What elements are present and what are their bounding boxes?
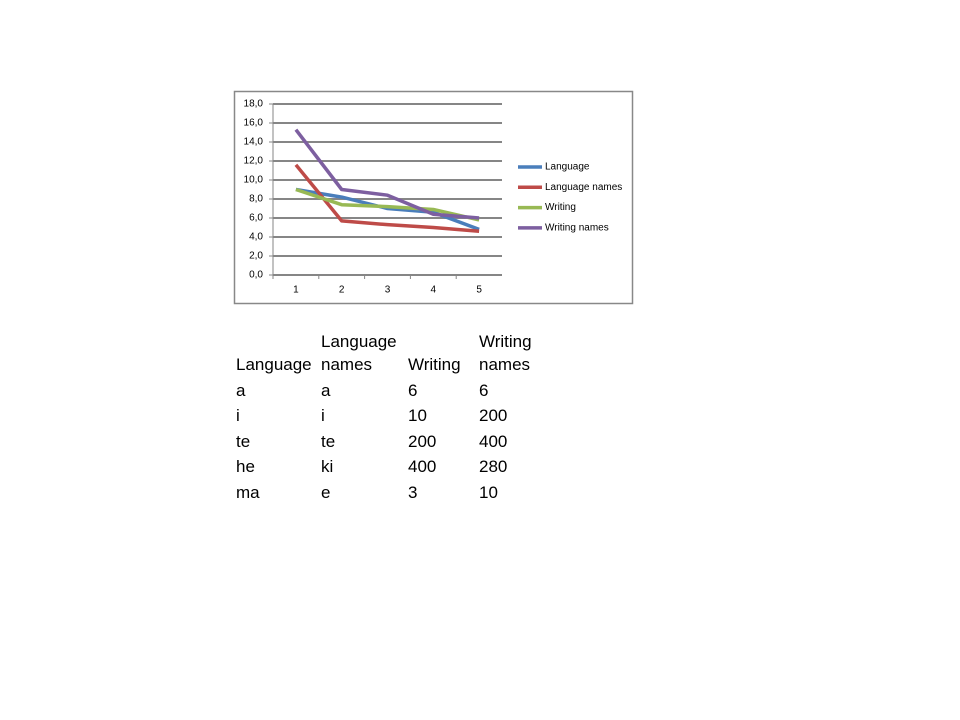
table-header: Language Language names Writing Writing nam… [232, 330, 545, 376]
data-table: Language Language names Writing Writing nam… [232, 330, 545, 504]
legend-label: Language names [545, 182, 622, 193]
table-cell: te [236, 431, 251, 451]
table-cell: 10 [408, 406, 427, 426]
table-cell: 280 [479, 457, 508, 477]
table-cell: i [236, 406, 240, 426]
table-cell: Writing names [479, 332, 532, 374]
table-cell: te [321, 431, 336, 451]
x-tick-label: 2 [339, 285, 345, 296]
table-cell: 200 [479, 406, 508, 426]
x-tick-label: 1 [293, 285, 299, 296]
y-tick-label: 10,0 [244, 175, 264, 186]
series-line [294, 163, 480, 234]
legend-label: Writing [545, 202, 576, 213]
table-row: ma e 3 10 [232, 478, 545, 504]
table-cell: i [321, 406, 325, 426]
table-cell: Language [236, 355, 312, 374]
y-tick-label: 2,0 [249, 251, 263, 262]
y-tick-label: 4,0 [249, 232, 263, 243]
table-cell: 200 [408, 431, 437, 451]
table-cell: 400 [479, 431, 508, 451]
table-cell: 6 [408, 380, 418, 400]
y-tick-label: 16,0 [244, 118, 264, 129]
table-cell: Language names [321, 332, 397, 374]
x-tick-label: 3 [385, 285, 391, 296]
series-line [295, 187, 480, 232]
legend-label: Writing names [545, 223, 609, 234]
y-tick-label: 6,0 [249, 213, 263, 224]
table-cell: ki [321, 457, 334, 477]
table-cell: 400 [408, 457, 437, 477]
x-tick-label: 4 [431, 285, 437, 296]
table-cell: ma [236, 482, 260, 502]
y-tick-label: 14,0 [244, 137, 264, 148]
series-line [294, 128, 480, 220]
y-tick-label: 18,0 [244, 99, 264, 110]
x-tick-label: 5 [476, 285, 482, 296]
y-tick-label: 0,0 [249, 270, 263, 281]
chart-frame [233, 90, 634, 305]
table-row: a a 6 6 [232, 376, 545, 402]
table-cell: e [321, 482, 331, 502]
table-cell: 6 [479, 380, 489, 400]
table-row: he ki 400 280 [232, 453, 545, 479]
y-tick-label: 12,0 [244, 156, 264, 167]
table-row: i i 10 200 [232, 402, 545, 428]
table-cell: a [236, 380, 246, 400]
y-tick-label: 8,0 [249, 194, 263, 205]
table-cell: a [321, 380, 331, 400]
table-cell: 10 [479, 482, 498, 502]
series-line [295, 187, 480, 222]
table-cell: he [236, 457, 255, 477]
legend-label: Language [545, 162, 590, 173]
table-row: te te 200 400 [232, 427, 545, 453]
table-cell: Writing [408, 355, 461, 374]
table-cell: 3 [408, 482, 418, 502]
